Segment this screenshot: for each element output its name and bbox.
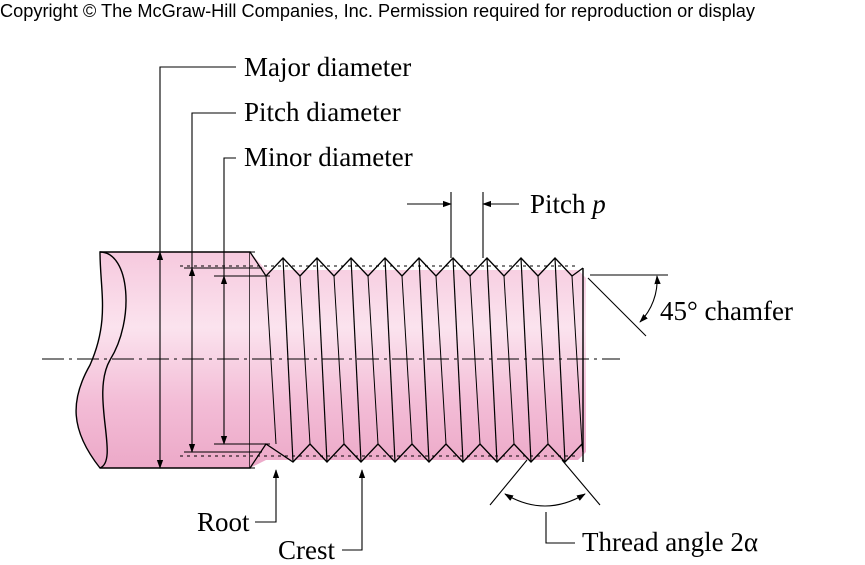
thread-crest-line bbox=[418, 257, 430, 463]
root-leader bbox=[255, 469, 280, 523]
thread-angle-arc bbox=[504, 493, 586, 507]
pitch-symbol: p bbox=[590, 189, 606, 219]
pitch-diameter-leader bbox=[191, 112, 236, 268]
minor-diameter-leader bbox=[223, 157, 236, 276]
crest-leader bbox=[342, 469, 366, 551]
chamfer-angle-arc bbox=[639, 275, 661, 323]
thread-angle-symbol: α bbox=[744, 527, 758, 557]
major-diameter-label: Major diameter bbox=[244, 52, 411, 82]
thread-root-line bbox=[571, 275, 583, 445]
thread-crest-line bbox=[554, 257, 566, 463]
thread-root-line bbox=[333, 275, 345, 445]
pitch-label: Pitch p bbox=[530, 189, 606, 219]
thread-root-line bbox=[299, 275, 311, 445]
minor-diameter-label: Minor diameter bbox=[244, 142, 413, 172]
pitch-diameter-label: Pitch diameter bbox=[244, 97, 401, 127]
thread-root-line bbox=[537, 275, 549, 445]
thread-angle-ext-left bbox=[489, 459, 528, 506]
thread-angle-label: Thread angle 2α bbox=[582, 527, 758, 557]
crest-label: Crest bbox=[278, 535, 335, 565]
thread-crest-line bbox=[384, 257, 396, 463]
threaded-body bbox=[250, 252, 586, 468]
thread-angle-leader bbox=[545, 512, 575, 544]
thread-root-line bbox=[469, 275, 481, 445]
thread-angle-label-text: Thread angle 2 bbox=[582, 527, 744, 557]
thread-crest-line bbox=[350, 257, 362, 463]
thread-crest-line bbox=[282, 257, 294, 463]
thread-crest-line bbox=[520, 257, 532, 463]
shank-break-face bbox=[99, 251, 127, 469]
thread-root-line bbox=[401, 275, 413, 445]
thread-profile bbox=[249, 251, 584, 469]
chamfer-ext-angled bbox=[587, 277, 647, 337]
thread-crest-line bbox=[316, 257, 328, 463]
thread-root-line bbox=[265, 275, 277, 445]
chamfer-label: 45° chamfer bbox=[660, 296, 793, 326]
thread-angle-ext-right bbox=[561, 459, 601, 506]
thread-crest-line bbox=[486, 257, 498, 463]
root-label: Root bbox=[197, 507, 250, 537]
thread-root-line bbox=[503, 275, 515, 445]
thread-root-line bbox=[367, 275, 379, 445]
thread-root-line bbox=[435, 275, 447, 445]
thread-crest-line bbox=[452, 257, 464, 463]
major-diameter-leader bbox=[159, 66, 236, 252]
copyright-notice: Copyright © The McGraw-Hill Companies, I… bbox=[0, 1, 756, 21]
pitch-label-text: Pitch bbox=[530, 189, 586, 219]
